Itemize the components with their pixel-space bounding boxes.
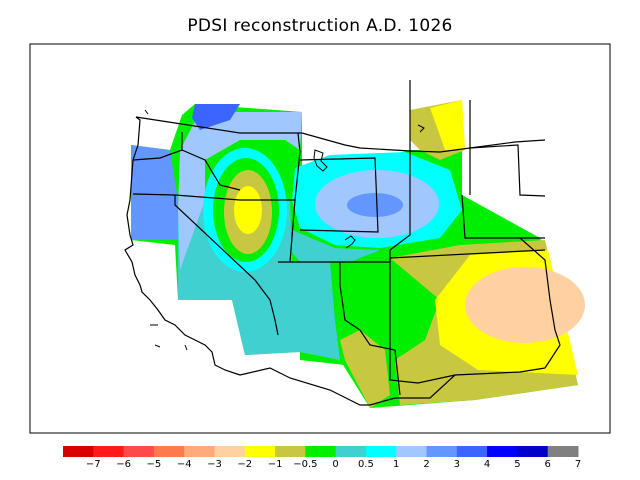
legend-swatch bbox=[244, 446, 276, 457]
legend-swatch bbox=[426, 446, 458, 457]
legend-label: −6 bbox=[116, 459, 131, 470]
legend-label: 1 bbox=[393, 459, 400, 470]
legend-swatch bbox=[547, 446, 579, 457]
border-nv-ut bbox=[289, 199, 296, 263]
legend-label: −7 bbox=[85, 459, 101, 470]
field-northeast-yellow bbox=[430, 100, 465, 150]
legend-swatch bbox=[305, 446, 337, 457]
legend-label: −0.5 bbox=[293, 459, 318, 470]
legend-label: −1 bbox=[267, 459, 283, 470]
island-nw bbox=[144, 109, 149, 115]
field-northwest-blue bbox=[131, 145, 178, 240]
border-co-ks bbox=[389, 250, 546, 384]
border-az-nm bbox=[339, 262, 401, 396]
legend-swatch bbox=[365, 446, 397, 457]
field-west-yellow bbox=[234, 186, 262, 234]
legend-swatch bbox=[517, 446, 549, 457]
field-south-olive bbox=[340, 330, 390, 408]
legend-label: −2 bbox=[237, 459, 253, 470]
border-ne bbox=[461, 194, 545, 239]
mexico-border bbox=[239, 367, 456, 406]
legend-bar bbox=[63, 446, 579, 457]
legend-swatch bbox=[63, 446, 94, 457]
legend-swatch bbox=[153, 446, 185, 457]
border-wy bbox=[299, 157, 379, 233]
border-nd-sd bbox=[469, 144, 546, 197]
border-nv-ca bbox=[174, 195, 279, 336]
field-northwest-darkblue bbox=[192, 104, 240, 130]
legend-label: 3 bbox=[453, 459, 460, 470]
border-north-inner bbox=[389, 80, 411, 251]
lake-ne bbox=[417, 124, 425, 133]
border-id-mt bbox=[181, 132, 241, 191]
state-boundaries bbox=[124, 80, 561, 406]
legend-swatch bbox=[335, 446, 367, 457]
legend-swatch bbox=[396, 446, 428, 457]
field-east-peach bbox=[465, 267, 585, 343]
legend-swatch bbox=[93, 446, 125, 457]
legend-swatch bbox=[275, 446, 306, 457]
legend-label: −4 bbox=[176, 459, 192, 470]
lakes bbox=[144, 109, 425, 351]
channel-island-3 bbox=[184, 344, 188, 351]
legend-label: 2 bbox=[423, 459, 430, 470]
legend-swatch bbox=[123, 446, 155, 457]
legend-label: 0 bbox=[332, 459, 339, 470]
border-co-nm bbox=[389, 249, 546, 259]
field-west-lightblue bbox=[178, 112, 302, 270]
map-frame bbox=[29, 43, 611, 434]
lake-powell bbox=[344, 235, 356, 249]
field-south-green-blob bbox=[300, 352, 345, 365]
legend-label: 6 bbox=[544, 459, 551, 470]
legend-swatch bbox=[456, 446, 488, 457]
legend-swatch bbox=[184, 446, 215, 457]
legend-label: 7 bbox=[574, 459, 582, 470]
border-tx bbox=[519, 237, 561, 369]
legend-swatch bbox=[487, 446, 518, 457]
border-wa-or bbox=[132, 149, 183, 161]
coastline bbox=[124, 116, 241, 376]
legend-label: 0.5 bbox=[357, 459, 374, 470]
field-center-turquoise bbox=[290, 230, 380, 262]
channel-island-2 bbox=[154, 344, 161, 348]
legend-label: 4 bbox=[483, 459, 491, 470]
great-salt-lake bbox=[313, 149, 328, 172]
legend-swatch bbox=[214, 446, 246, 457]
legend-label: −5 bbox=[146, 459, 162, 470]
map-title: PDSI reconstruction A.D. 1026 bbox=[187, 16, 453, 36]
field-center-blue bbox=[347, 193, 403, 217]
border-or-ca bbox=[132, 193, 176, 196]
legend-label: −3 bbox=[207, 459, 222, 470]
canada-border bbox=[135, 116, 546, 153]
legend-label: 5 bbox=[514, 459, 521, 470]
pdsi-field bbox=[131, 100, 585, 408]
